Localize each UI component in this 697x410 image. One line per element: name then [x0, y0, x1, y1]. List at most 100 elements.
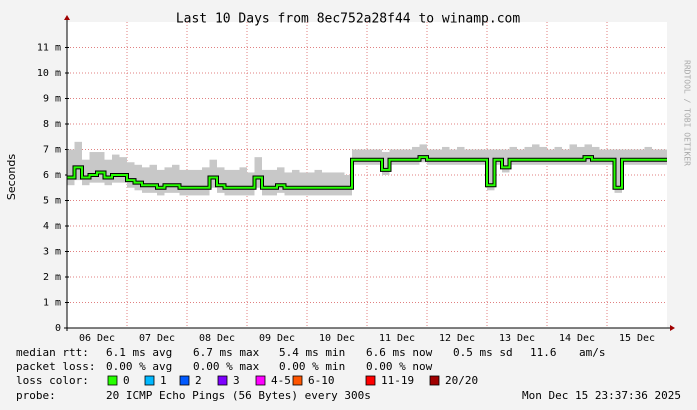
smoke-bar — [547, 149, 555, 165]
loss-label: 3 — [233, 374, 240, 387]
loss-label: 20/20 — [445, 374, 478, 387]
smoke-bar — [607, 149, 615, 165]
smoke-bar — [172, 164, 180, 193]
smoke-bar — [329, 172, 337, 196]
smoke-bar — [97, 152, 105, 183]
smoke-bar — [517, 149, 525, 165]
stat: am/s — [579, 346, 606, 359]
smoke-bar — [637, 149, 645, 165]
smoke-bar — [502, 149, 510, 173]
probe-text: 20 ICMP Echo Pings (56 Bytes) every 300s — [106, 389, 371, 402]
smoke-bar — [457, 146, 465, 165]
x-tick-label: 13 Dec — [499, 333, 535, 344]
smoke-bar — [622, 149, 630, 165]
smoke-bar — [427, 149, 435, 165]
date: Mon Dec 15 23:37:36 2025 — [522, 389, 681, 402]
smoke-bar — [509, 146, 517, 165]
smoke-bar — [112, 154, 120, 183]
smoke-bar — [487, 149, 495, 191]
smoke-bar — [479, 149, 487, 165]
smoke-bar — [659, 149, 667, 165]
smoke-bar — [449, 149, 457, 165]
y-tick-label: 3 m — [43, 247, 61, 258]
x-tick-label: 12 Dec — [439, 333, 475, 344]
y-tick-label: 5 m — [43, 196, 61, 207]
smoke-bar — [179, 169, 187, 196]
smoke-bar — [149, 164, 157, 193]
smoke-bar — [599, 149, 607, 165]
smoke-bar — [584, 144, 592, 165]
smoke-bar — [82, 159, 90, 186]
smoke-bar — [644, 146, 652, 165]
loss-swatch — [429, 375, 440, 386]
y-tick-label: 11 m — [37, 43, 61, 54]
smoke-bar — [472, 149, 480, 165]
stat: 6.6 ms now — [366, 346, 433, 359]
x-tick-label: 14 Dec — [559, 333, 595, 344]
smoke-bar — [217, 167, 225, 193]
y-tick-label: 1 m — [43, 298, 61, 309]
y-tick-label: 7 m — [43, 145, 61, 156]
x-tick-label: 09 Dec — [259, 333, 295, 344]
legend-label: packet loss: — [16, 360, 95, 373]
smoke-bar — [389, 149, 397, 165]
loss-label: 6-10 — [308, 374, 335, 387]
loss-label: 4-5 — [271, 374, 291, 387]
smoke-bar — [194, 169, 202, 196]
stat: 0.00 % min — [279, 360, 345, 373]
smoke-bar — [269, 169, 277, 196]
smoke-bar — [412, 146, 420, 165]
smoke-bar — [277, 167, 285, 193]
stat: 0.5 ms sd — [453, 346, 513, 359]
smoke-bar — [187, 169, 195, 196]
stat: 0.00 % now — [366, 360, 433, 373]
smoke-bar — [382, 152, 390, 175]
loss-swatch — [217, 375, 228, 386]
loss-swatch — [179, 375, 190, 386]
y-tick-label: 6 m — [43, 170, 61, 181]
x-tick-label: 15 Dec — [619, 333, 655, 344]
y-tick-label: 2 m — [43, 272, 61, 283]
loss-label: 0 — [123, 374, 130, 387]
smoke-bar — [164, 167, 172, 193]
smoke-bar — [307, 172, 315, 196]
smoke-bar — [614, 149, 622, 193]
smoke-bar — [202, 167, 210, 196]
smoke-bar — [322, 172, 330, 196]
y-tick-label: 9 m — [43, 94, 61, 105]
stat: 5.4 ms min — [279, 346, 345, 359]
smoke-bar — [104, 159, 112, 186]
x-tick-label: 11 Dec — [379, 333, 415, 344]
smoke-bar — [419, 144, 427, 163]
smoke-bar — [404, 149, 412, 165]
smoke-bar — [359, 149, 367, 165]
smoke-bar — [532, 144, 540, 165]
y-tick-label: 8 m — [43, 119, 61, 130]
loss-label: 2 — [195, 374, 202, 387]
smoke-bar — [89, 152, 97, 183]
stat: 0.00 % max — [193, 360, 260, 373]
loss-label: 11-19 — [381, 374, 414, 387]
stat: 6.7 ms max — [193, 346, 260, 359]
smoke-bar — [397, 149, 405, 165]
y-tick-label: 4 m — [43, 221, 61, 232]
loss-swatch — [144, 375, 155, 386]
smoke-bar — [119, 157, 127, 183]
legend-label: median rtt: — [16, 346, 89, 359]
watermark: RRDTOOL / TOBI OETIKER — [683, 60, 692, 166]
y-tick-label: 10 m — [37, 68, 61, 79]
smoke-bar — [337, 172, 345, 196]
smoke-bar — [292, 169, 300, 196]
smoke-bar — [299, 172, 307, 196]
smoke-bar — [554, 146, 562, 165]
smoke-bar — [494, 149, 502, 165]
smoke-bar — [232, 169, 240, 196]
smoke-bar — [464, 149, 472, 165]
smoke-bar — [157, 169, 165, 196]
smoke-bar — [524, 146, 532, 165]
median-line — [67, 156, 667, 189]
smoke-bar — [127, 162, 135, 188]
loss-label: 1 — [160, 374, 167, 387]
y-axis-label: Seconds — [5, 154, 18, 200]
smoke-bar — [134, 164, 142, 191]
